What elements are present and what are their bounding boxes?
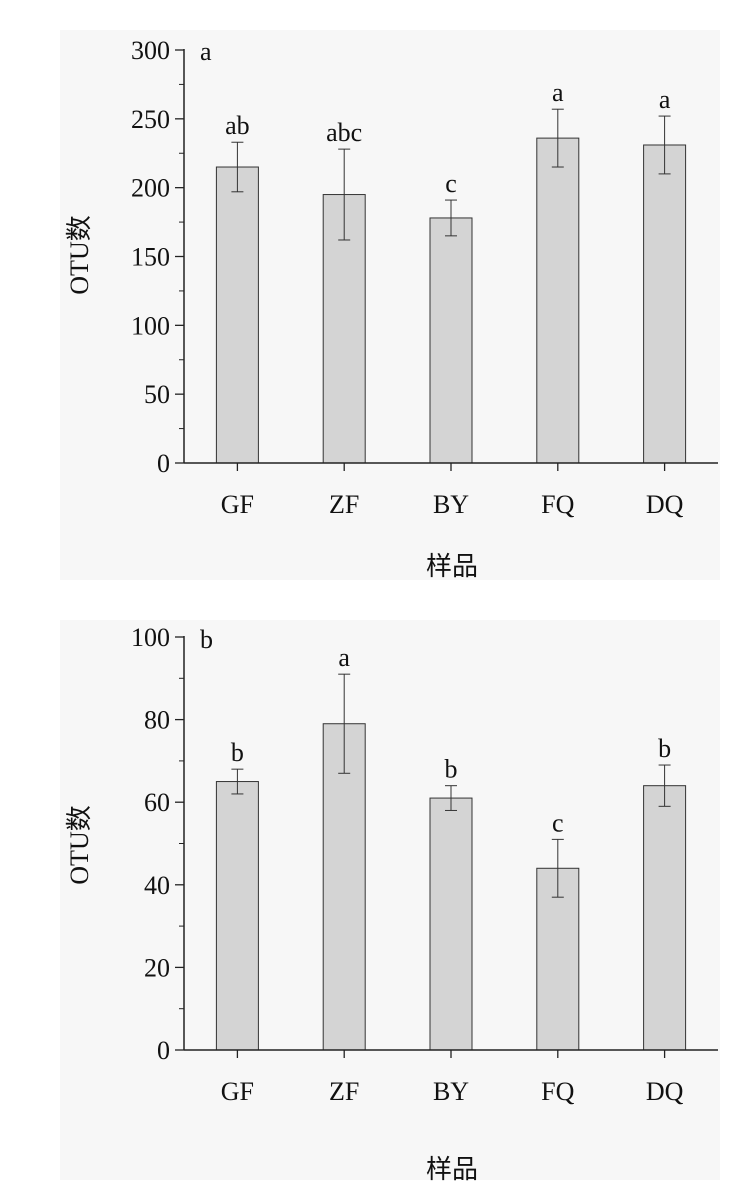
x-axis-label: 样品 <box>426 1155 478 1184</box>
y-tick-label: 150 <box>131 243 170 272</box>
chart-background <box>60 30 720 580</box>
y-axis-label: OTU数 <box>65 805 94 884</box>
x-tick-label: GF <box>221 1077 254 1106</box>
significance-label: a <box>338 643 350 672</box>
y-tick-label: 80 <box>144 706 170 735</box>
bar-chart-b: b 样品 OTU数 0 20 40 60 80 100 b GF a ZF b BY c FQ b DQ <box>60 620 720 1184</box>
y-tick-label: 250 <box>131 105 170 134</box>
chart-panel-a: a 样品 OTU数 0 50 100 150 200 250 300 ab GF abc ZF c BY… <box>0 0 754 585</box>
y-tick-label: 100 <box>131 311 170 340</box>
bar-fq <box>536 137 580 464</box>
x-tick-label: GF <box>221 490 254 519</box>
y-tick-label: 100 <box>131 623 170 652</box>
significance-label: b <box>445 755 458 784</box>
y-tick-label: 60 <box>144 788 170 817</box>
bar-dq <box>643 144 687 464</box>
significance-label: abc <box>326 118 362 147</box>
y-tick-label: 20 <box>144 953 170 982</box>
y-tick-label: 0 <box>157 449 170 478</box>
x-tick-label: FQ <box>541 490 574 519</box>
y-axis-label: OTU数 <box>65 215 94 294</box>
panel-label: a <box>200 37 212 66</box>
bar-gf <box>215 166 259 464</box>
chart-panel-b: b 样品 OTU数 0 20 40 60 80 100 b GF a ZF b BY c FQ b DQ <box>0 600 754 1187</box>
bar-fq <box>536 867 580 1051</box>
bar-dq <box>643 785 687 1051</box>
x-tick-label: ZF <box>329 1077 359 1106</box>
x-tick-label: ZF <box>329 490 359 519</box>
x-tick-label: BY <box>433 1077 469 1106</box>
x-tick-label: DQ <box>646 490 684 519</box>
x-tick-label: BY <box>433 490 469 519</box>
panel-label: b <box>200 625 213 654</box>
y-tick-label: 50 <box>144 380 170 409</box>
x-axis-label: 样品 <box>426 552 478 581</box>
bar-chart-a: a 样品 OTU数 0 50 100 150 200 250 300 ab GF abc ZF c BY… <box>60 30 720 581</box>
significance-label: a <box>659 85 671 114</box>
significance-label: ab <box>225 111 250 140</box>
y-tick-label: 300 <box>131 36 170 65</box>
bar-by <box>429 217 473 464</box>
bar-by <box>429 797 473 1051</box>
plot-area: 0 50 100 150 200 250 300 ab GF abc ZF c BY a FQ a DQ <box>131 36 718 519</box>
bar-gf <box>215 781 259 1051</box>
y-tick-label: 200 <box>131 174 170 203</box>
chart-background <box>60 620 720 1180</box>
significance-label: b <box>231 738 244 767</box>
significance-label: b <box>658 734 671 763</box>
significance-label: a <box>552 78 564 107</box>
plot-area: 0 20 40 60 80 100 b GF a ZF b BY c FQ b DQ <box>131 623 718 1106</box>
y-tick-label: 0 <box>157 1036 170 1065</box>
x-tick-label: DQ <box>646 1077 684 1106</box>
y-tick-label: 40 <box>144 871 170 900</box>
x-tick-label: FQ <box>541 1077 574 1106</box>
significance-label: c <box>552 808 564 837</box>
significance-label: c <box>445 169 457 198</box>
